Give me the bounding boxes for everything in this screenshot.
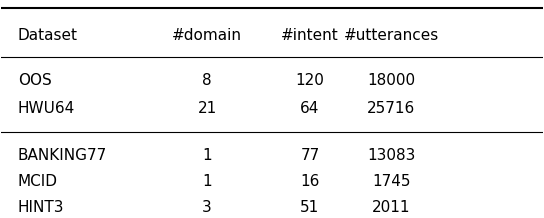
Text: 1745: 1745 (372, 174, 410, 189)
Text: Dataset: Dataset (17, 28, 78, 43)
Text: 1: 1 (202, 148, 212, 163)
Text: 21: 21 (197, 101, 217, 116)
Text: 18000: 18000 (367, 73, 415, 88)
Text: 120: 120 (295, 73, 324, 88)
Text: BANKING77: BANKING77 (17, 148, 107, 163)
Text: HWU64: HWU64 (17, 101, 75, 116)
Text: 77: 77 (300, 148, 319, 163)
Text: 8: 8 (202, 73, 212, 88)
Text: MCID: MCID (17, 174, 58, 189)
Text: 25716: 25716 (367, 101, 415, 116)
Text: #utterances: #utterances (343, 28, 438, 43)
Text: #domain: #domain (172, 28, 242, 43)
Text: 64: 64 (300, 101, 319, 116)
Text: 51: 51 (300, 200, 319, 215)
Text: HINT3: HINT3 (17, 200, 64, 215)
Text: 3: 3 (202, 200, 212, 215)
Text: 13083: 13083 (367, 148, 415, 163)
Text: #intent: #intent (281, 28, 339, 43)
Text: OOS: OOS (17, 73, 51, 88)
Text: 1: 1 (202, 174, 212, 189)
Text: 16: 16 (300, 174, 319, 189)
Text: 2011: 2011 (372, 200, 410, 215)
